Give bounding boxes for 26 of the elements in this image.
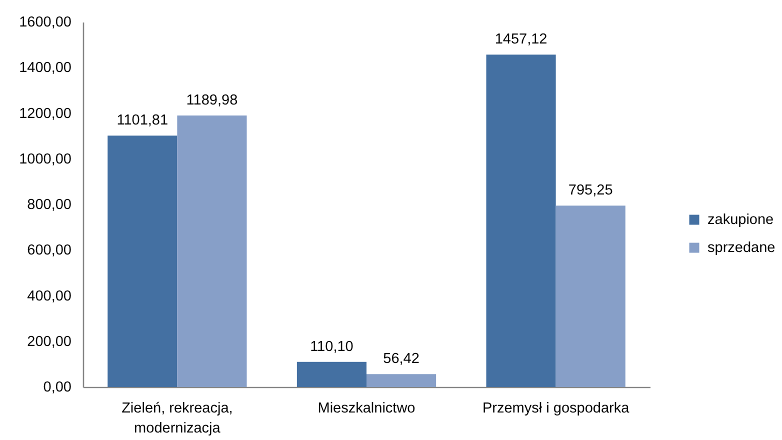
data-label: 56,42 bbox=[383, 351, 420, 368]
y-tick-label: 1200,00 bbox=[19, 106, 72, 122]
data-label: 1457,12 bbox=[494, 32, 548, 48]
bar bbox=[177, 116, 247, 387]
bar bbox=[108, 136, 178, 387]
data-label: 1101,81 bbox=[116, 112, 168, 129]
legend-label: sprzedane bbox=[708, 240, 776, 256]
y-tick-label: 600,00 bbox=[27, 242, 72, 259]
bar bbox=[366, 374, 436, 387]
data-label: 110,10 bbox=[310, 338, 354, 355]
y-tick-label: 1000,00 bbox=[19, 151, 72, 168]
bar bbox=[486, 54, 556, 387]
legend-label: zakupione bbox=[708, 212, 774, 228]
y-tick-label: 1600,00 bbox=[19, 14, 72, 30]
data-label: 1189,98 bbox=[186, 92, 238, 109]
x-tick-label: Zieleń, rekreacja, modernizacja bbox=[122, 400, 233, 436]
y-tick-label: 0,00 bbox=[43, 380, 72, 396]
bar bbox=[296, 362, 366, 387]
data-label: 795,25 bbox=[568, 182, 613, 199]
y-tick-label: 1400,00 bbox=[19, 60, 72, 76]
bar bbox=[556, 206, 626, 387]
x-tick-label: Mieszkalnictwo bbox=[318, 400, 416, 416]
y-tick-label: 400,00 bbox=[27, 288, 72, 304]
y-tick-label: 200,00 bbox=[27, 334, 72, 350]
x-tick-label: Przemysł i gospodarka bbox=[482, 400, 630, 416]
y-tick-label: 800,00 bbox=[27, 197, 72, 213]
